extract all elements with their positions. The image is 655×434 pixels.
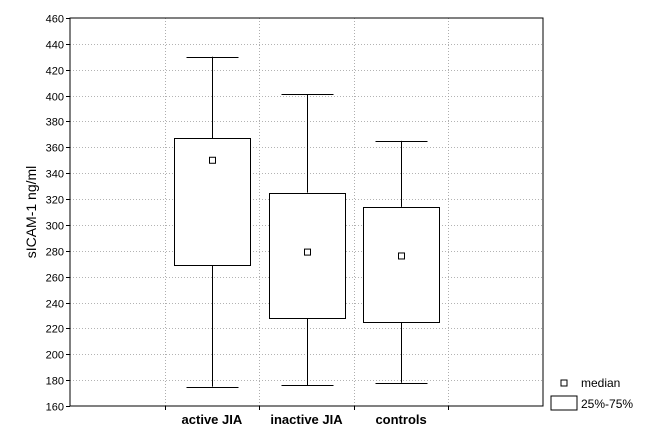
- legend-median-label: median: [581, 376, 620, 390]
- x-category-label: controls: [375, 412, 426, 427]
- median-marker: [304, 248, 311, 256]
- y-tick-label: 440: [46, 40, 64, 52]
- x-category-label: inactive JIA: [270, 412, 343, 427]
- box-1: [174, 56, 251, 388]
- legend-box-swatch: [550, 395, 578, 411]
- grid-lines: [70, 18, 543, 406]
- y-tick-label: 340: [46, 169, 64, 181]
- y-tick-label: 460: [46, 14, 64, 26]
- y-tick-label: 400: [46, 92, 64, 104]
- y-tick-label: 220: [46, 324, 64, 336]
- y-tick-label: 240: [46, 299, 64, 311]
- boxes: [174, 56, 440, 388]
- y-tick-label: 200: [46, 350, 64, 362]
- y-tick-label: 300: [46, 221, 64, 233]
- y-tick-label: 260: [46, 273, 64, 285]
- y-axis-ticks: 160 180 200 220 240 260 280 300 320 340 360 380 400 4…: [46, 14, 449, 427]
- y-tick-label: 420: [46, 66, 64, 78]
- x-category-label: active JIA: [182, 412, 243, 427]
- y-tick-label: 180: [46, 376, 64, 388]
- box-3: [363, 140, 440, 384]
- legend: median 25%-75%: [550, 376, 633, 411]
- iqr-box: [363, 207, 440, 323]
- y-tick-label: 360: [46, 143, 64, 155]
- box-2: [269, 94, 346, 386]
- median-marker: [209, 156, 216, 164]
- y-tick-label: 280: [46, 247, 64, 259]
- y-tick-label: 160: [46, 402, 64, 414]
- y-axis-title: sICAM-1 ng/ml: [23, 166, 39, 259]
- y-tick-label: 320: [46, 195, 64, 207]
- legend-box-label: 25%-75%: [581, 397, 633, 411]
- y-tick-label: 380: [46, 117, 64, 129]
- legend-median-marker: [560, 379, 568, 387]
- iqr-box: [269, 193, 346, 319]
- plot-frame: [69, 17, 544, 407]
- median-marker: [398, 252, 405, 260]
